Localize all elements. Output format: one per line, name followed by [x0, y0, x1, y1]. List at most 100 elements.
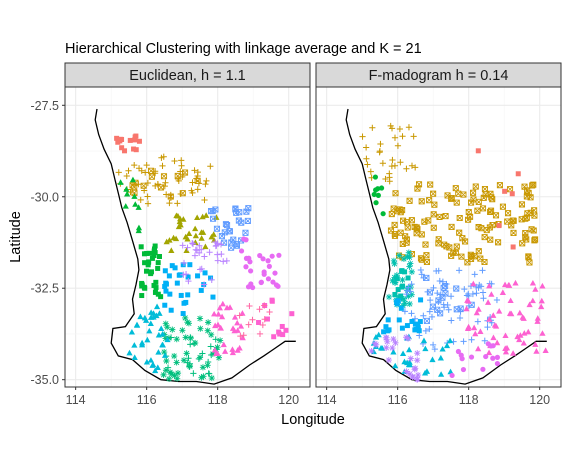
- point-square: [166, 273, 172, 279]
- panel-right: F-madogram h = 0.14: [315, 62, 562, 388]
- point-triangle: [446, 337, 454, 344]
- point-boxtimes: [489, 222, 496, 229]
- point-triangle: [236, 344, 243, 351]
- point-star: [215, 354, 223, 361]
- point-triangle: [231, 314, 239, 320]
- point-square: [114, 135, 120, 141]
- point-triangle: [399, 350, 407, 357]
- point-triangle: [534, 318, 541, 324]
- point-triangle: [128, 328, 135, 335]
- point-circle: [238, 248, 245, 254]
- point-square: [141, 251, 147, 257]
- point-square: [163, 280, 169, 286]
- point-square: [404, 323, 410, 329]
- panel-right-grid: [316, 87, 561, 387]
- point-star: [393, 272, 400, 279]
- x-tick-label: 116: [388, 393, 408, 407]
- point-triangle: [155, 331, 162, 338]
- point-triangle: [438, 371, 445, 377]
- point-triangle: [154, 364, 161, 370]
- point-plus: [461, 286, 468, 293]
- point-triangle: [422, 345, 429, 352]
- point-star: [400, 295, 408, 303]
- point-boxtimes: [140, 182, 147, 189]
- point-square: [405, 275, 411, 281]
- point-triangle: [150, 314, 157, 320]
- point-plus: [422, 327, 429, 335]
- point-boxtimes: [392, 190, 399, 197]
- point-plus: [412, 164, 419, 171]
- point-triangle: [147, 357, 155, 363]
- point-plus: [417, 266, 424, 274]
- point-triangle: [516, 309, 523, 316]
- point-plus: [377, 140, 384, 148]
- point-boxtimes: [472, 183, 479, 190]
- point-star: [197, 325, 204, 332]
- point-plus: [379, 160, 386, 167]
- point-plus: [205, 358, 212, 366]
- point-circle: [378, 185, 385, 191]
- point-circle: [483, 353, 489, 360]
- point-triangle: [529, 279, 537, 286]
- point-triangle: [429, 356, 436, 363]
- point-triangle: [132, 201, 139, 207]
- point-star: [414, 371, 422, 379]
- point-triangle: [219, 300, 226, 307]
- point-boxtimes: [417, 255, 425, 262]
- point-star: [208, 331, 215, 338]
- point-plus: [195, 355, 202, 362]
- point-plus: [208, 351, 215, 359]
- point-plus: [203, 177, 210, 184]
- point-plus: [207, 343, 214, 350]
- point-circle: [468, 354, 475, 360]
- point-square: [279, 323, 285, 329]
- point-star: [408, 268, 415, 275]
- point-circle: [266, 263, 272, 269]
- point-triangle: [198, 229, 205, 235]
- point-triangle: [485, 349, 493, 356]
- point-boxtimes: [413, 230, 420, 237]
- point-plus: [212, 238, 219, 246]
- point-star: [368, 347, 375, 355]
- point-plus: [180, 271, 187, 278]
- point-square: [198, 287, 204, 293]
- point-star: [414, 350, 421, 357]
- point-plus: [367, 168, 374, 175]
- point-triangle: [122, 203, 129, 209]
- point-triangle: [475, 345, 482, 352]
- point-triangle: [211, 310, 218, 317]
- point-plus: [144, 200, 152, 207]
- point-boxtimes: [399, 207, 406, 214]
- point-boxtimes: [524, 210, 531, 217]
- point-star: [184, 319, 191, 326]
- point-square: [509, 191, 515, 197]
- point-circle: [488, 343, 494, 349]
- point-plus: [167, 334, 175, 341]
- point-triangle: [406, 346, 413, 353]
- point-star: [389, 344, 396, 352]
- point-triangle: [471, 324, 478, 331]
- point-boxtimes: [209, 207, 216, 215]
- point-square: [151, 282, 157, 288]
- point-plus: [376, 149, 383, 156]
- point-triangle: [198, 235, 205, 241]
- point-star: [391, 279, 399, 286]
- point-boxtimes: [437, 310, 444, 317]
- point-boxtimes: [242, 229, 249, 236]
- point-plus: [131, 161, 138, 169]
- point-plus: [479, 267, 486, 274]
- point-triangle: [131, 354, 138, 360]
- point-triangle: [464, 297, 471, 303]
- point-square: [399, 284, 405, 290]
- point-square: [115, 139, 121, 145]
- point-square: [153, 279, 159, 285]
- point-triangle: [131, 193, 138, 199]
- point-square: [144, 268, 150, 274]
- point-triangle: [168, 247, 175, 253]
- point-star: [165, 375, 173, 382]
- panel-right-points: [359, 122, 549, 383]
- point-circle: [248, 268, 254, 274]
- point-square: [277, 331, 283, 337]
- point-plus: [479, 289, 487, 296]
- point-plus: [468, 336, 475, 343]
